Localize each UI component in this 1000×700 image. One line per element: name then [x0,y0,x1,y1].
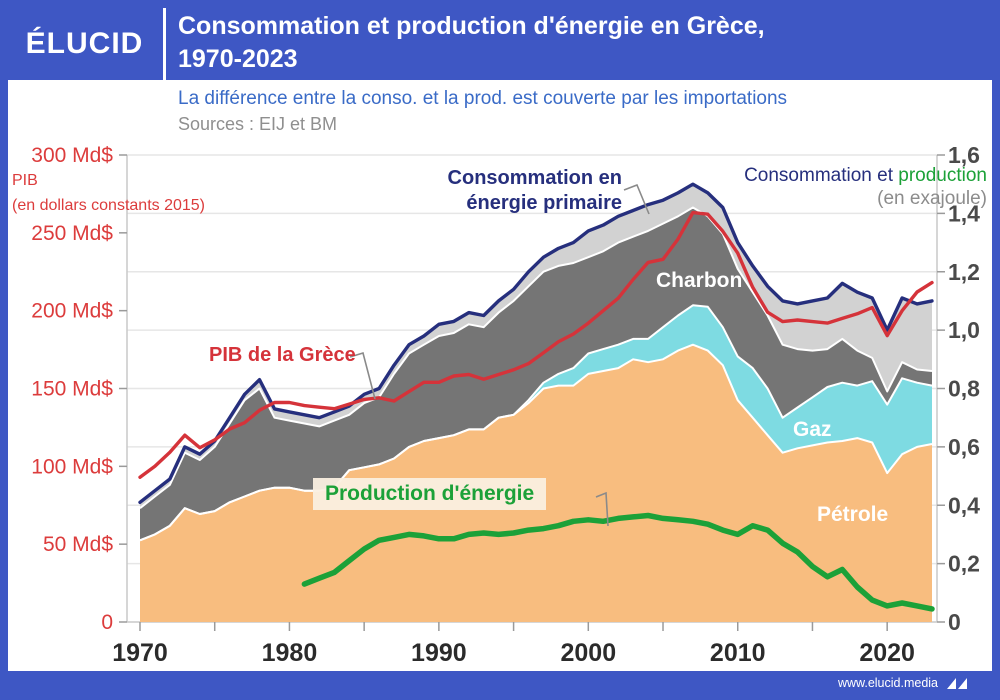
leader-pib [349,351,376,400]
header: ÉLUCID Consommation et production d'éner… [8,8,992,80]
x-tick-label: 2010 [710,639,766,667]
area-gaz [140,305,932,541]
right-tick-label: 0,2 [948,551,980,577]
annotation-gaz: Gaz [793,418,832,441]
legend-consommation: Consommation et [744,165,899,186]
legend-unit: (en exajoule) [877,188,987,209]
elucid-flag-icon [947,678,967,689]
x-tick-label: 1980 [262,639,318,667]
line-production-d-nergie [301,512,935,612]
right-tick-label: 1,0 [948,317,980,343]
page-title-line2: 1970-2023 [178,45,298,73]
footer-url: www.elucid.media [837,675,938,690]
left-tick-label: 250 Md$ [31,222,113,245]
left-tick-label: 300 Md$ [31,144,113,167]
page-title: Consommation et production d'énergie en … [178,10,765,76]
annotation-pib: PIB de la Grèce [209,344,356,366]
legend-line: Consommation et production [744,165,987,187]
right-axis-legend: Consommation et production (en exajoule) [744,165,987,210]
chart-subtitle: La différence entre la conso. et la prod… [178,88,788,109]
line-pib-de-la-gr-ce [138,210,934,479]
right-tick-label: 1,4 [948,200,980,226]
annotation-consommation: Consommation en énergie primaire [448,166,622,216]
left-tick-label: 200 Md$ [31,300,113,323]
elucid-logo: ÉLUCID [25,27,144,60]
leader-production [595,491,609,527]
leader-consommation [623,183,650,215]
right-tick-label: 1,2 [948,259,980,285]
annotation-consommation-line2: énergie primaire [466,192,622,214]
annotation-petrole: Pétrole [817,503,889,526]
left-axis-title-pib: PIB [12,172,38,189]
annotation-charbon: Charbon [656,269,743,292]
left-tick-label: 50 Md$ [43,533,113,556]
right-tick-label: 1,6 [948,142,980,168]
area-edge [139,206,933,509]
left-axis-title: PIB (en dollars constants 2015) [12,168,205,218]
x-tick-label: 1990 [411,639,467,667]
page-title-line1: Consommation et production d'énergie en … [178,12,765,40]
legend-production: production [898,165,987,186]
right-tick-label: 0,4 [948,492,980,518]
x-tick-label: 2000 [560,639,616,667]
left-tick-label: 100 Md$ [31,455,113,478]
right-tick-label: 0 [948,609,961,635]
left-tick-label: 150 Md$ [31,378,113,401]
footer: www.elucid.media [8,671,992,700]
x-tick-label: 2020 [859,639,915,667]
header-divider [163,8,166,80]
area-charbon [140,207,932,541]
right-tick-label: 0,8 [948,376,980,402]
left-axis-title-unit: (en dollars constants 2015) [12,197,205,214]
area-edge [139,304,933,542]
chart-sources: Sources : EIJ et BM [178,114,338,134]
annotation-production: Production d'énergie [313,478,547,510]
left-tick-label: 0 [101,611,113,634]
x-tick-label: 1970 [112,639,168,667]
right-tick-label: 0,6 [948,434,980,460]
annotation-consommation-line1: Consommation en [447,167,622,189]
